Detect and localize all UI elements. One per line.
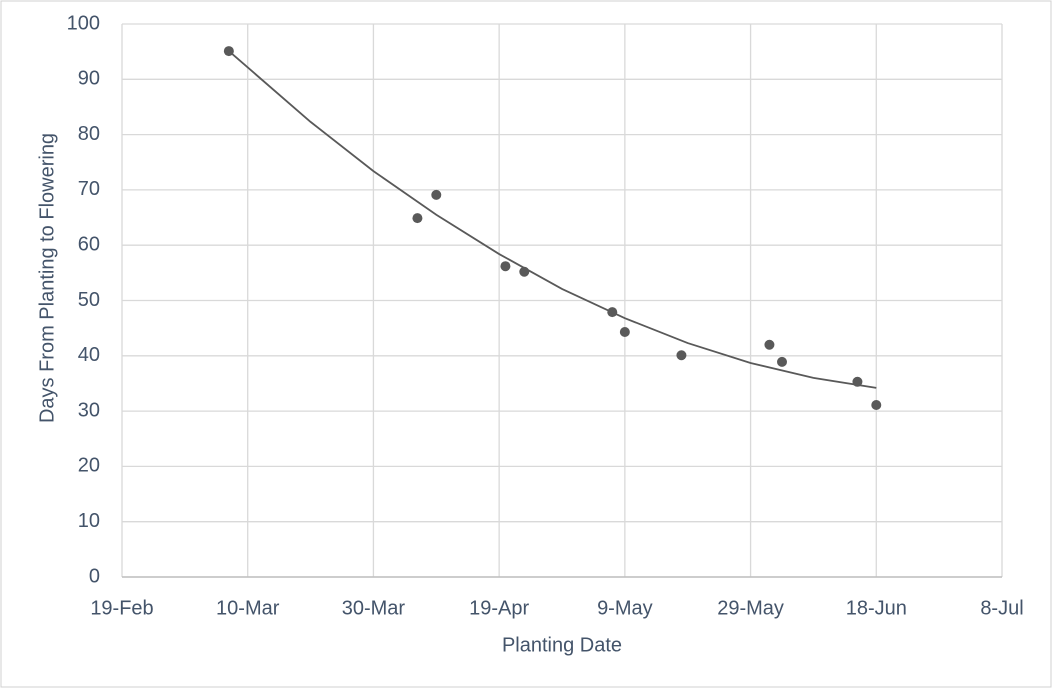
x-tick-label: 29-May (717, 597, 784, 619)
y-tick-label: 40 (78, 344, 100, 366)
data-point (619, 327, 630, 338)
data-point (500, 261, 511, 272)
data-point (777, 356, 787, 367)
y-tick-label: 50 (78, 289, 100, 311)
y-tick-label: 100 (67, 12, 100, 34)
y-tick-label: 60 (78, 233, 100, 255)
data-point (676, 350, 687, 361)
x-tick-label: 9-May (597, 597, 653, 619)
y-tick-label: 90 (78, 68, 100, 90)
x-tick-label: 18-Jun (846, 597, 907, 619)
data-point (852, 376, 863, 387)
x-axis-label: Planting Date (502, 634, 622, 656)
data-point (764, 339, 775, 350)
y-axis-label: Days From Planting to Flowering (36, 133, 58, 423)
y-tick-label: 30 (78, 399, 100, 421)
data-point (223, 46, 234, 57)
y-tick-label: 0 (89, 565, 100, 587)
x-tick-label: 30-Mar (342, 597, 406, 619)
y-tick-label: 20 (78, 455, 100, 477)
data-point (412, 213, 423, 224)
y-tick-label: 10 (78, 510, 100, 532)
data-point (519, 266, 530, 277)
x-tick-label: 19-Apr (469, 597, 529, 619)
x-tick-label: 8-Jul (980, 597, 1023, 619)
trendline (228, 50, 877, 389)
data-point (871, 400, 882, 411)
y-tick-label: 70 (78, 178, 100, 200)
x-tick-label: 19-Feb (90, 597, 153, 619)
x-tick-label: 10-Mar (216, 597, 280, 619)
y-tick-label: 80 (78, 123, 100, 145)
data-point (607, 307, 618, 318)
data-point (431, 189, 442, 200)
